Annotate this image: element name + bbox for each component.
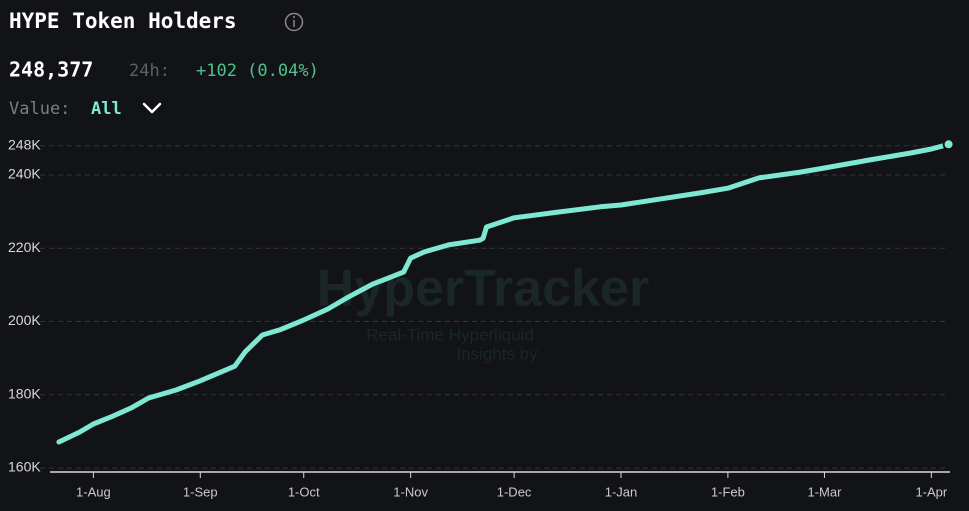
- info-circle: [284, 12, 304, 32]
- y-tick-label: 248K: [8, 136, 41, 152]
- y-tick-label: 220K: [8, 239, 41, 255]
- x-tick-label: 1-Jan: [605, 484, 638, 499]
- y-tick-label: 240K: [8, 166, 41, 182]
- chevron: [142, 102, 162, 114]
- change-value: +102 (0.04%): [196, 61, 319, 81]
- watermark-tagline: Real-Time Hyperliquid: [366, 325, 534, 344]
- x-tick-label: 1-Aug: [76, 484, 111, 499]
- chart-title: HYPE Token Holders: [9, 9, 237, 33]
- end-marker: [942, 138, 955, 151]
- current-value: 248,377: [9, 58, 93, 82]
- info-icon[interactable]: [284, 12, 304, 32]
- change-label: 24h:: [129, 61, 170, 81]
- x-tick-label: 1-Dec: [497, 484, 532, 499]
- watermark-tagline: Insights by: [456, 344, 538, 363]
- x-tick-label: 1-Oct: [288, 484, 320, 499]
- filter-value: All: [91, 99, 122, 119]
- x-tick-label: 1-Nov: [393, 484, 428, 499]
- watermark-brand: HyperTracker: [317, 260, 649, 318]
- info-dot: [293, 16, 295, 18]
- y-tick-label: 160K: [8, 459, 41, 475]
- x-tick-label: 1-Feb: [711, 484, 745, 499]
- line: [56, 141, 952, 445]
- x-tick-label: 1-Sep: [183, 484, 218, 499]
- filter-label: Value:: [9, 99, 70, 119]
- x-tick-label: 1-Apr: [915, 484, 947, 499]
- x-tick-label: 1-Mar: [807, 484, 842, 499]
- y-tick-label: 180K: [8, 385, 41, 401]
- y-tick-label: 200K: [8, 312, 41, 328]
- filter-dropdown[interactable]: All: [91, 99, 162, 119]
- watermark: HyperTracker Real-Time Hyperliquid Insig…: [317, 260, 649, 364]
